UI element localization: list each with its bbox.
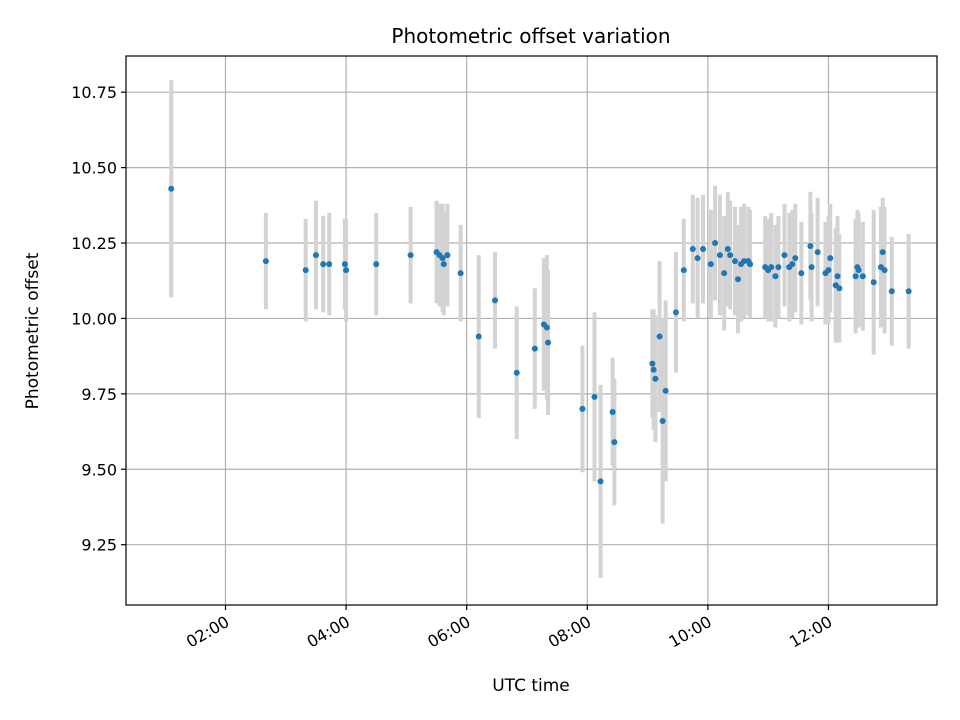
- data-point: [870, 279, 877, 286]
- data-point: [881, 267, 888, 274]
- data-point: [543, 324, 550, 331]
- y-axis-title: Photometric offset: [23, 252, 43, 409]
- data-point: [513, 369, 520, 376]
- data-point: [659, 417, 666, 424]
- data-point: [836, 285, 843, 292]
- data-point: [672, 309, 679, 316]
- data-point: [707, 261, 714, 268]
- y-tick-label: 9.25: [81, 536, 117, 555]
- data-point: [579, 405, 586, 412]
- plot-area-frame: [125, 55, 938, 606]
- data-point: [716, 252, 723, 259]
- data-point: [775, 264, 782, 271]
- data-point: [475, 333, 482, 340]
- data-point: [440, 261, 447, 268]
- data-point: [700, 246, 707, 253]
- data-point: [879, 249, 886, 256]
- data-point: [652, 375, 659, 382]
- data-point: [814, 249, 821, 256]
- data-point: [807, 243, 814, 250]
- chart-title: Photometric offset variation: [391, 24, 670, 48]
- data-point: [855, 267, 862, 274]
- data-point: [852, 273, 859, 280]
- data-point: [772, 273, 779, 280]
- data-point: [712, 240, 719, 247]
- data-point: [859, 273, 866, 280]
- data-point: [341, 261, 348, 268]
- data-point: [689, 246, 696, 253]
- data-point: [492, 297, 499, 304]
- data-point: [262, 258, 269, 265]
- data-point: [825, 267, 832, 274]
- data-point: [343, 267, 350, 274]
- data-point: [326, 261, 333, 268]
- data-point: [649, 360, 656, 367]
- data-point: [735, 276, 742, 283]
- data-point: [312, 252, 319, 259]
- data-point: [808, 264, 815, 271]
- data-point: [834, 273, 841, 280]
- data-point: [727, 252, 734, 259]
- data-point: [741, 258, 748, 265]
- data-point: [531, 345, 538, 352]
- data-point: [656, 333, 663, 340]
- data-point: [724, 246, 731, 253]
- data-point: [721, 270, 728, 277]
- data-point: [905, 288, 912, 295]
- y-tick-label: 9.50: [81, 460, 117, 479]
- y-tick-label: 10.25: [71, 234, 117, 253]
- data-point: [781, 252, 788, 259]
- data-point: [747, 261, 754, 268]
- y-tick-label: 9.75: [81, 385, 117, 404]
- data-point: [407, 252, 414, 259]
- data-point: [373, 261, 380, 268]
- data-point: [768, 264, 775, 271]
- data-point: [789, 261, 796, 268]
- data-point: [888, 288, 895, 295]
- data-point: [798, 270, 805, 277]
- y-tick-label: 10.50: [71, 159, 117, 178]
- data-point: [597, 478, 604, 485]
- x-axis-title: UTC time: [492, 676, 570, 696]
- data-point: [792, 255, 799, 262]
- data-point: [545, 339, 552, 346]
- y-tick-label: 10.00: [71, 309, 117, 328]
- data-point: [439, 255, 446, 262]
- data-point: [680, 267, 687, 274]
- y-axis-ticks: 9.25 9.50 9.75 10.00 10.25 10.50 10.75: [71, 83, 126, 555]
- data-point: [320, 261, 327, 268]
- data-point: [662, 387, 669, 394]
- data-point: [650, 366, 657, 373]
- data-point: [591, 393, 598, 400]
- data-point: [457, 270, 464, 277]
- data-point: [732, 258, 739, 265]
- data-point: [694, 255, 701, 262]
- data-point: [444, 252, 451, 259]
- data-point: [609, 408, 616, 415]
- data-points: [168, 185, 912, 485]
- data-point: [168, 185, 175, 192]
- y-tick-label: 10.75: [71, 83, 117, 102]
- data-point: [302, 267, 309, 274]
- data-point: [611, 439, 618, 446]
- data-point: [827, 255, 834, 262]
